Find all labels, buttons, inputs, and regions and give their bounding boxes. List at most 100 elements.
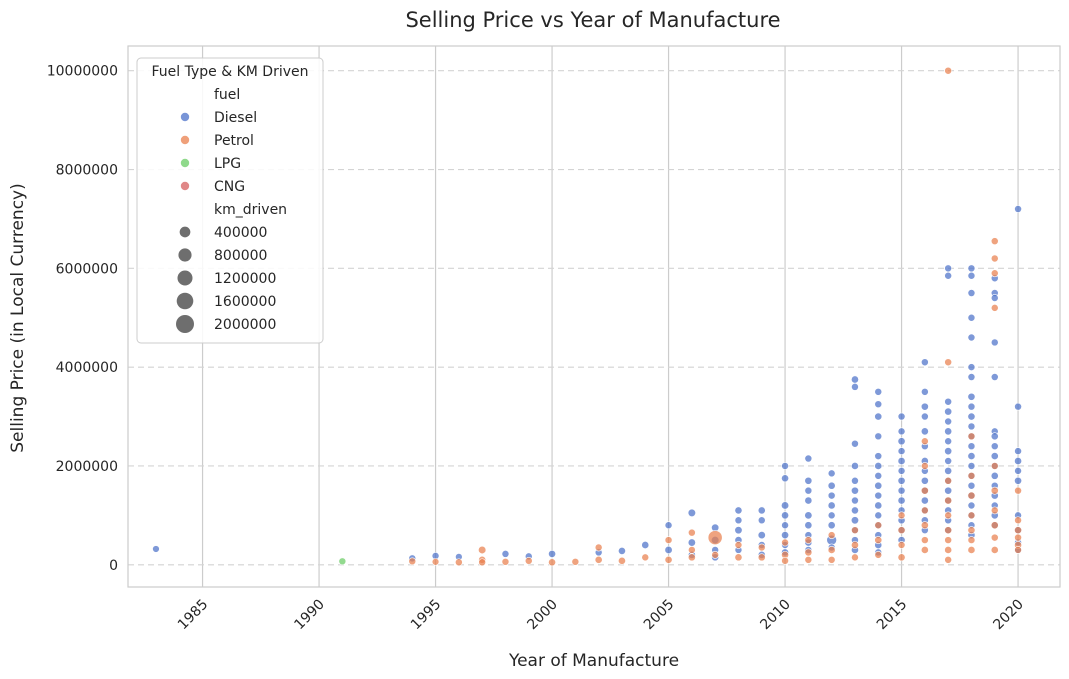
data-point-petrol xyxy=(851,526,859,535)
data-point-diesel xyxy=(1014,205,1022,213)
data-point-diesel xyxy=(967,442,976,451)
data-point-diesel xyxy=(944,407,953,416)
data-point-diesel xyxy=(921,388,929,396)
data-point-petrol xyxy=(664,536,673,544)
data-point-petrol xyxy=(827,531,836,539)
data-point-diesel xyxy=(944,447,953,456)
data-point-diesel xyxy=(874,432,883,441)
data-point-diesel xyxy=(897,447,906,455)
data-point-diesel xyxy=(897,437,906,446)
data-point-petrol xyxy=(944,476,952,485)
data-point-petrol xyxy=(990,486,999,495)
data-point-diesel xyxy=(967,452,976,461)
data-point-diesel xyxy=(851,439,859,448)
data-point-diesel xyxy=(897,486,906,495)
data-point-diesel xyxy=(851,506,859,515)
data-point-diesel xyxy=(827,491,836,500)
data-point-diesel xyxy=(1014,457,1022,465)
data-point-petrol xyxy=(781,556,789,565)
data-point-diesel xyxy=(990,471,999,480)
y-tick-label: 4000000 xyxy=(56,360,118,376)
data-point-petrol xyxy=(921,462,929,470)
data-point-petrol xyxy=(920,486,929,495)
x-tick-label: 1995 xyxy=(408,597,445,634)
data-point-diesel xyxy=(757,506,766,515)
data-point-diesel xyxy=(897,476,906,485)
data-point-petrol xyxy=(990,254,999,263)
data-point-petrol xyxy=(734,541,743,549)
data-point-petrol xyxy=(804,555,813,564)
data-point-diesel xyxy=(874,452,883,460)
data-point-petrol xyxy=(688,546,696,554)
data-point-petrol xyxy=(944,496,953,505)
data-point-diesel xyxy=(990,452,999,461)
data-point-diesel xyxy=(990,338,999,347)
data-point-diesel xyxy=(804,511,813,520)
data-point-petrol xyxy=(897,553,906,562)
data-point-diesel xyxy=(897,412,906,421)
data-point-diesel xyxy=(851,486,859,495)
data-point-diesel xyxy=(1014,476,1022,485)
data-point-diesel xyxy=(967,402,976,411)
data-point-petrol xyxy=(944,555,952,564)
x-tick-label: 2005 xyxy=(641,597,678,634)
data-point-diesel xyxy=(1014,447,1022,455)
data-point-diesel xyxy=(851,375,859,384)
data-point-diesel xyxy=(944,264,952,273)
y-axis-label: Selling Price (in Local Currency) xyxy=(8,183,28,453)
data-point-petrol xyxy=(851,541,859,549)
legend-entries: fuel Diesel Petrol LPG CNG km_driven 400000 800… xyxy=(176,87,287,333)
data-point-lpg xyxy=(338,557,347,566)
data-point-petrol xyxy=(920,546,929,554)
legend-size-title: km_driven xyxy=(214,202,287,218)
data-point-diesel xyxy=(944,271,952,280)
data-point-petrol xyxy=(804,548,813,557)
data-point-diesel xyxy=(897,457,906,465)
x-tick-label: 2010 xyxy=(757,597,794,634)
data-point-petrol xyxy=(897,541,906,549)
data-point-diesel xyxy=(967,501,976,510)
data-point-petrol xyxy=(711,551,719,559)
data-point-diesel xyxy=(548,549,556,558)
data-point-petrol xyxy=(1014,516,1022,525)
data-point-petrol xyxy=(1014,486,1022,495)
legend-title: Fuel Type & KM Driven xyxy=(152,64,309,80)
data-point-diesel xyxy=(944,486,953,495)
data-point-petrol xyxy=(990,533,999,542)
legend-hue-title: fuel xyxy=(214,87,240,103)
data-point-petrol xyxy=(921,437,929,446)
data-point-diesel xyxy=(827,501,836,510)
data-point-diesel xyxy=(781,531,789,540)
data-point-petrol xyxy=(687,553,696,562)
data-point-diesel xyxy=(874,511,883,520)
data-point-diesel xyxy=(874,462,883,470)
data-point-petrol xyxy=(944,526,953,535)
data-point-diesel xyxy=(781,462,789,470)
data-point-diesel xyxy=(920,496,929,505)
data-point-diesel xyxy=(1014,467,1022,475)
legend-label-petrol: Petrol xyxy=(214,133,254,149)
data-point-diesel xyxy=(757,516,766,525)
x-tick-label: 1985 xyxy=(175,597,212,634)
data-point-diesel xyxy=(804,521,813,530)
x-tick-label: 2020 xyxy=(990,597,1027,634)
data-point-diesel xyxy=(967,313,976,322)
data-point-petrol xyxy=(431,558,440,566)
y-tick-label: 6000000 xyxy=(56,261,118,277)
legend-size-marker xyxy=(178,248,192,262)
data-point-petrol xyxy=(1014,546,1022,554)
data-point-diesel xyxy=(687,538,696,547)
data-point-diesel xyxy=(664,545,673,554)
data-point-diesel xyxy=(967,271,976,280)
data-point-diesel xyxy=(990,373,999,381)
data-point-petrol xyxy=(618,556,626,565)
x-tick-label: 1990 xyxy=(291,597,328,634)
legend-label-cng: CNG xyxy=(214,179,245,195)
data-point-diesel xyxy=(781,474,789,483)
data-point-diesel xyxy=(781,501,790,510)
data-point-diesel xyxy=(804,496,813,505)
data-point-diesel xyxy=(874,400,883,409)
data-point-diesel xyxy=(664,521,673,530)
data-point-petrol xyxy=(990,462,999,470)
data-point-diesel xyxy=(641,541,650,549)
